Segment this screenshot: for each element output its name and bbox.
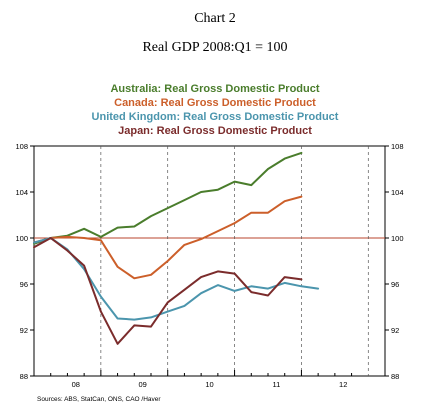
legend: Australia: Real Gross Domestic Product Ca… xyxy=(92,83,339,137)
x-tick-label: 09 xyxy=(138,380,146,389)
y-tick-label-left: 108 xyxy=(15,142,28,151)
y-tick-label-right: 108 xyxy=(391,142,404,151)
y-tick-label-left: 96 xyxy=(20,280,28,289)
y-tick-label-right: 88 xyxy=(391,372,399,381)
y-tick-label-left: 104 xyxy=(15,188,28,197)
y-axis-left: 88 92 96 100 104 108 xyxy=(15,142,34,381)
y-tick-label-left: 92 xyxy=(20,326,28,335)
legend-entry: Canada: Real Gross Domestic Product xyxy=(114,97,316,109)
plot-frame xyxy=(33,145,386,377)
series-line-2 xyxy=(33,237,320,321)
series-line-1 xyxy=(33,195,303,280)
series-layer xyxy=(33,151,320,345)
chart-title: Chart 2 xyxy=(194,11,236,26)
y-tick-label-right: 96 xyxy=(391,280,399,289)
series-line-3 xyxy=(33,237,303,345)
x-tick-label: 10 xyxy=(205,380,213,389)
y-tick-label-left: 100 xyxy=(15,234,28,243)
x-tick-label: 11 xyxy=(272,380,280,389)
x-axis-ticks: 08 09 10 11 12 xyxy=(33,370,353,389)
y-axis-right: 88 92 96 100 104 108 xyxy=(385,142,404,381)
y-tick-label-right: 104 xyxy=(391,188,404,197)
source-note: Sources: ABS, StatCan, ONS, CAO /Haver xyxy=(37,396,161,403)
legend-entry: Australia: Real Gross Domestic Product xyxy=(110,83,319,95)
chart-subtitle: Real GDP 2008:Q1 = 100 xyxy=(142,40,287,55)
y-tick-label-left: 88 xyxy=(20,372,28,381)
legend-entry: United Kingdom: Real Gross Domestic Prod… xyxy=(92,111,339,123)
legend-entry: Japan: Real Gross Domestic Product xyxy=(118,125,312,137)
x-dividers xyxy=(100,146,369,376)
y-tick-label-right: 92 xyxy=(391,326,399,335)
x-tick-label: 12 xyxy=(339,380,347,389)
x-tick-label: 08 xyxy=(72,380,80,389)
y-tick-label-right: 100 xyxy=(391,234,404,243)
series-line-0 xyxy=(33,151,303,245)
